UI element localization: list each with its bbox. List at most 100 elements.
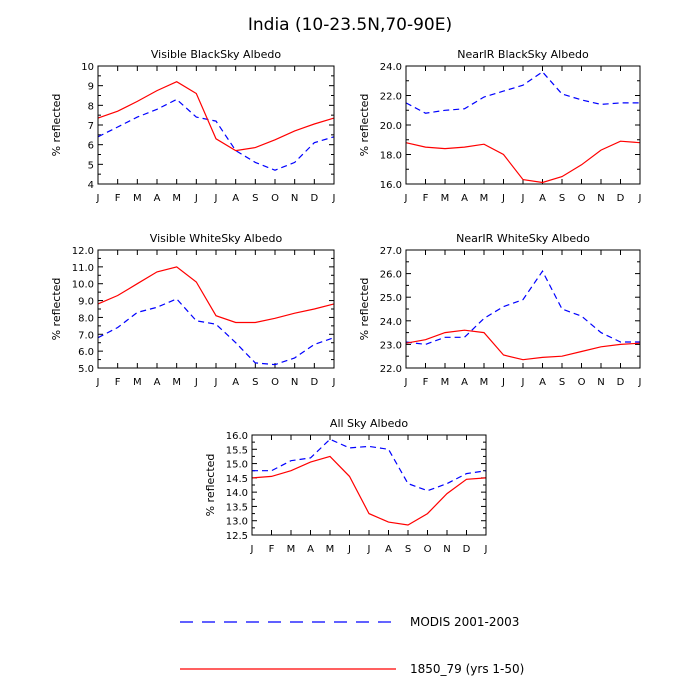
legend: MODIS 2001-2003 1850_79 (yrs 1-50) [180,615,524,676]
x-tick-label: M [480,377,489,388]
y-tick-label: 9.0 [78,297,94,308]
y-tick-label: 14.5 [226,474,248,485]
y-tick-label: 8 [88,101,94,112]
x-tick-label: D [617,193,625,204]
chart-panel-2: NearIR BlackSky Albedo % reflected 16.0 18.… [358,48,641,204]
x-tick-label: F [115,377,121,388]
chart-title: Visible BlackSky Albedo [151,48,281,61]
y-tick-label: 20.0 [380,121,402,132]
x-tick-label: J [501,193,505,204]
x-tick-label: D [310,377,318,388]
series-line-modis [97,298,335,366]
y-axis-label: % reflected [50,278,63,341]
x-tick-label: M [326,544,335,555]
y-tick-label: 10.0 [72,280,94,291]
y-tick-label: 27.0 [380,246,402,257]
y-tick-label: 12.5 [226,531,248,542]
x-tick-label: A [539,193,546,204]
x-tick-label: A [307,544,314,555]
x-tick-label: J [332,193,336,204]
y-tick-label: 24.0 [380,317,402,328]
y-tick-label: 6.0 [78,347,94,358]
x-tick-label: J [501,377,505,388]
x-tick-label: F [423,377,429,388]
plot-frame [97,249,335,369]
x-tick-label: J [194,193,198,204]
x-tick-label: M [172,193,181,204]
x-tick-label: A [232,193,239,204]
x-tick-label: A [461,377,468,388]
x-tick-label: J [521,193,525,204]
x-tick-label: J [96,377,100,388]
series-line-modis [252,438,487,492]
legend-item: 1850_79 (yrs 1-50) [180,662,524,676]
chart-panel-4: NearIR WhiteSky Albedo % reflected 22.0 23.… [358,232,641,388]
x-tick-label: A [461,193,468,204]
x-tick-label: M [480,193,489,204]
x-tick-label: N [443,544,450,555]
x-tick-label: J [214,377,218,388]
x-tick-label: A [232,377,239,388]
x-tick-label: O [424,544,432,555]
panels: Visible BlackSky Albedo % reflected 4 5 6 7 8 9… [50,48,641,555]
x-tick-label: J [521,377,525,388]
x-tick-label: J [638,193,642,204]
x-tick-label: S [559,377,565,388]
y-axis-label: % reflected [50,94,63,157]
x-tick-label: A [154,377,161,388]
y-tick-label: 22.0 [380,364,402,375]
legend-label: 1850_79 (yrs 1-50) [410,662,524,676]
x-tick-label: J [404,377,408,388]
chart-panel-3: Visible WhiteSky Albedo % reflected 5.0 6.0… [50,232,335,388]
y-axis-label: % reflected [358,278,371,341]
plot-frame [97,65,335,185]
y-tick-label: 15.5 [226,445,248,456]
x-tick-label: N [291,377,298,388]
x-tick-label: D [310,193,318,204]
x-tick-label: J [367,544,371,555]
x-tick-label: M [133,377,142,388]
x-tick-label: D [463,544,471,555]
plot-frame [405,65,641,185]
x-tick-label: J [347,544,351,555]
y-tick-label: 6 [88,141,94,152]
chart-title: NearIR BlackSky Albedo [457,48,589,61]
series-line-model [251,455,487,526]
x-tick-label: F [423,193,429,204]
x-tick-label: O [271,193,279,204]
y-tick-label: 16.0 [380,180,402,191]
x-tick-label: O [271,377,279,388]
plot-frame [251,434,487,536]
series-line-modis [405,270,640,346]
x-tick-label: S [252,377,258,388]
y-tick-label: 13.0 [226,517,248,528]
x-tick-label: M [133,193,142,204]
x-tick-label: F [115,193,121,204]
y-tick-label: 23.0 [380,340,402,351]
series-line-modis [405,71,640,114]
x-tick-label: M [441,377,450,388]
y-tick-label: 13.5 [226,502,248,513]
x-tick-label: J [250,544,254,555]
x-tick-label: S [405,544,411,555]
x-tick-label: D [617,377,625,388]
y-tick-label: 12.0 [72,246,94,257]
x-tick-label: J [638,377,642,388]
y-tick-label: 25.0 [380,293,402,304]
chart-title: NearIR WhiteSky Albedo [456,232,590,245]
x-tick-label: A [385,544,392,555]
x-tick-label: O [578,377,586,388]
y-tick-label: 11.0 [72,263,94,274]
x-tick-label: J [484,544,488,555]
x-tick-label: J [332,377,336,388]
x-tick-label: N [597,377,604,388]
chart-title: All Sky Albedo [330,417,408,430]
y-tick-label: 16.0 [226,431,248,442]
x-tick-label: N [597,193,604,204]
x-tick-label: A [539,377,546,388]
x-tick-label: M [172,377,181,388]
x-tick-label: O [578,193,586,204]
x-tick-label: J [404,193,408,204]
series-line-model [97,266,335,324]
